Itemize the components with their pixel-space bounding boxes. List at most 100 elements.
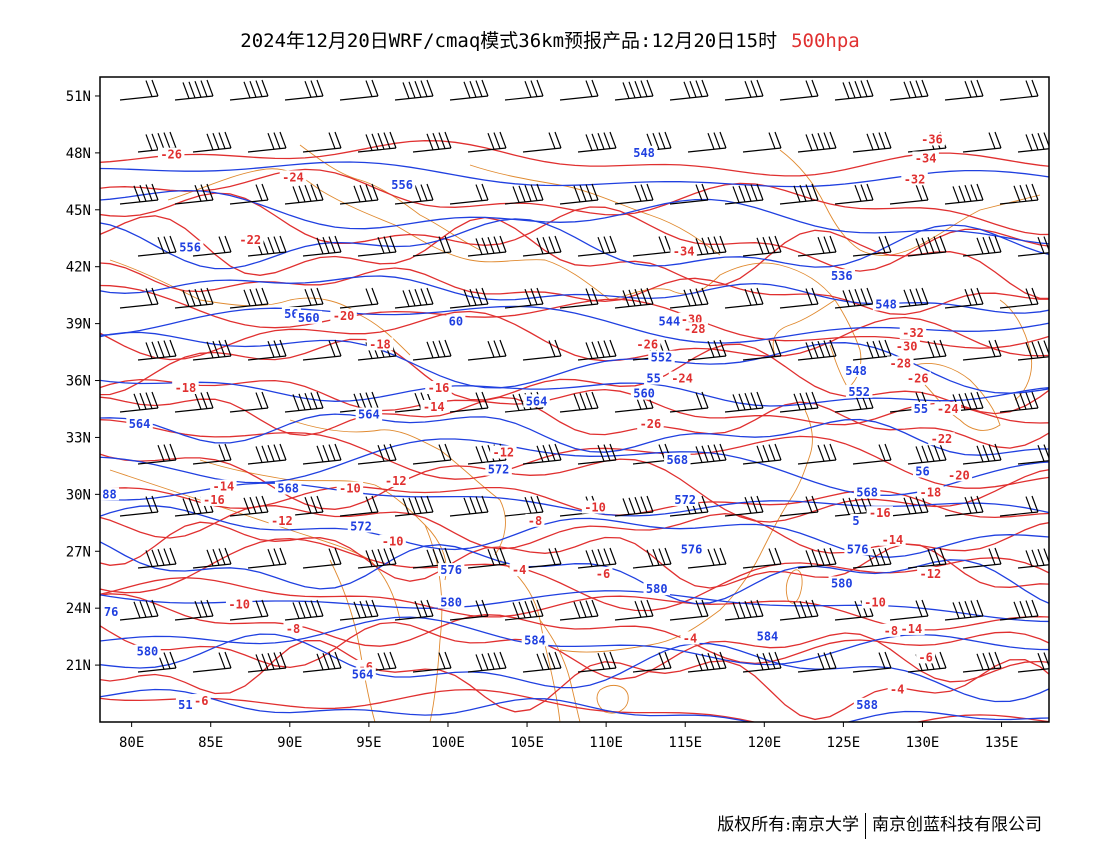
temperature-label: -20: [333, 309, 355, 323]
wind-barb: [907, 235, 947, 257]
wind-barb: [852, 651, 892, 673]
height-label-bg: [853, 697, 881, 711]
mongolia: [469, 164, 721, 256]
lat-label: 42N: [66, 260, 91, 276]
wind-barb: [522, 443, 562, 465]
height-label-bg: [437, 563, 465, 577]
wind-barb: [999, 599, 1039, 621]
temperature-label: -18: [920, 485, 942, 499]
height-label: 88: [102, 487, 116, 501]
wind-barb: [962, 131, 1002, 153]
temperature-isotherm: [100, 593, 1049, 665]
wind-barb: [247, 443, 287, 465]
temperature-isotherm: [100, 453, 1049, 523]
axis-ticks: 51N 48N 45N 42N 39N 36N 33N 30N 27N 24N 21N 80E 85E 9…: [66, 89, 1019, 751]
wind-barb: [559, 287, 599, 309]
wind-barb: [247, 131, 287, 153]
wind-barb: [302, 131, 342, 153]
temperature-label: -26: [640, 417, 662, 431]
height-label: 584: [524, 633, 546, 647]
temperature-label: -16: [428, 381, 450, 395]
wind-barb: [889, 495, 929, 517]
wind-barb: [944, 79, 984, 101]
wind-barb: [412, 131, 452, 153]
lon-label: 100E: [431, 735, 465, 751]
wind-barb: [119, 599, 159, 621]
wind-barb: [577, 235, 617, 257]
wind-barb: [284, 599, 324, 621]
height-label: 580: [440, 595, 462, 609]
height-label: 572: [674, 493, 696, 507]
temperature-label: -32: [902, 326, 924, 340]
wind-barb: [779, 495, 819, 517]
wind-barb: [449, 391, 489, 413]
temperature-isotherm: [100, 688, 1049, 722]
temperature-isotherm: [100, 521, 1049, 589]
wind-barb: [449, 599, 489, 621]
wind-barb: [1017, 652, 1049, 673]
height-contour: [100, 218, 1049, 270]
height-label: 55: [914, 402, 928, 416]
height-label: 580: [137, 645, 159, 659]
wind-barb: [614, 287, 654, 309]
wind-barb: [889, 287, 929, 309]
temperature-label-bg: [680, 631, 700, 645]
height-label: 552: [651, 351, 673, 365]
height-label-bg: [643, 582, 670, 596]
wind-barb: [412, 235, 452, 257]
lat-label: 51N: [66, 89, 91, 105]
wind-barb: [687, 339, 727, 361]
border-4: [289, 419, 506, 556]
border-5: [199, 459, 447, 581]
wind-barb: [724, 183, 764, 205]
height-label-bg: [485, 462, 512, 476]
wind-barb: [687, 443, 727, 465]
lat-label: 33N: [66, 430, 91, 446]
wind-barb: [962, 443, 1002, 465]
height-label: 60: [449, 315, 463, 329]
temperature-label: -24: [937, 402, 959, 416]
height-label-bg: [630, 386, 658, 400]
height-label: 556: [179, 241, 201, 255]
wind-barb: [467, 339, 507, 361]
temperature-label-bg: [225, 597, 253, 611]
wind-barb: [577, 443, 617, 465]
wind-barb: [577, 131, 617, 153]
temperature-isotherm: [100, 419, 1049, 489]
height-label-bg: [872, 297, 900, 311]
height-label-bg: [912, 464, 932, 478]
wind-barb: [284, 495, 324, 517]
wind-barb: [687, 547, 727, 569]
wind-barb: [852, 131, 892, 153]
temperature-label-bg: [279, 170, 307, 184]
wind-barb: [247, 547, 287, 569]
temperature-isotherm: [100, 378, 1049, 426]
wind-barb: [907, 443, 947, 465]
wind-barb: [742, 131, 782, 153]
height-label-bg: [828, 269, 856, 283]
temperature-label: -4: [512, 563, 526, 577]
wind-barb: [944, 599, 984, 621]
height-label-bg: [295, 310, 323, 324]
height-label-bg: [678, 542, 705, 556]
wind-barb: [357, 131, 397, 153]
height-contour: [100, 590, 1049, 623]
wind-barb: [357, 547, 397, 569]
wind-barb: [999, 495, 1039, 517]
wind-barb: [394, 287, 434, 309]
temperature-label: -28: [889, 356, 911, 370]
temperature-label: -6: [194, 694, 208, 708]
wind-barb: [394, 495, 434, 517]
lat-label: 27N: [66, 544, 91, 560]
wind-barb: [962, 651, 1002, 673]
height-label: 568: [666, 453, 688, 467]
wind-barb: [559, 599, 599, 621]
wind-barb: [247, 235, 287, 257]
height-label-bg: [911, 401, 931, 415]
wind-barb: [724, 79, 764, 101]
lon-label: 125E: [827, 735, 861, 751]
wind-barb: [412, 547, 452, 569]
wind-barb: [944, 391, 984, 413]
wind-barb: [174, 79, 214, 101]
temperature-label-bg: [283, 621, 303, 635]
